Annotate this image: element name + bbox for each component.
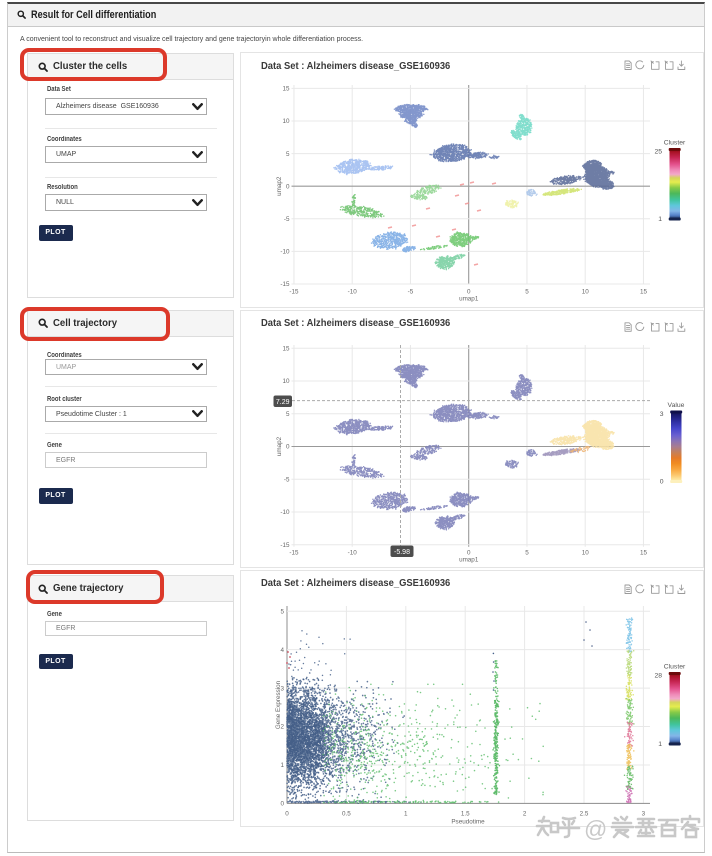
svg-text:-5.98: -5.98 — [394, 549, 410, 556]
svg-text:4: 4 — [280, 647, 284, 654]
svg-text:15: 15 — [640, 550, 648, 557]
svg-text:2: 2 — [523, 810, 527, 817]
svg-text:10: 10 — [282, 118, 290, 125]
svg-text:-5: -5 — [284, 476, 290, 483]
svg-text:5: 5 — [280, 608, 284, 615]
svg-text:Pseudotime: Pseudotime — [451, 819, 485, 826]
svg-text:umap2: umap2 — [276, 436, 283, 456]
svg-text:-5: -5 — [284, 216, 290, 223]
svg-text:1: 1 — [658, 741, 662, 748]
svg-text:7.29: 7.29 — [276, 399, 290, 406]
svg-text:1.5: 1.5 — [461, 810, 470, 817]
svg-text:0: 0 — [286, 444, 290, 451]
svg-text:1: 1 — [404, 810, 408, 817]
svg-text:10: 10 — [282, 378, 290, 385]
svg-text:3: 3 — [642, 810, 646, 817]
svg-text:0.5: 0.5 — [342, 810, 351, 817]
svg-text:3: 3 — [280, 685, 284, 692]
svg-text:-10: -10 — [280, 509, 290, 516]
svg-text:-5: -5 — [408, 289, 414, 296]
svg-text:-15: -15 — [289, 289, 299, 296]
svg-text:0: 0 — [467, 289, 471, 296]
svg-text:umap1: umap1 — [459, 556, 479, 563]
svg-text:10: 10 — [582, 550, 590, 557]
svg-text:15: 15 — [640, 289, 648, 296]
svg-text:umap1: umap1 — [459, 296, 479, 303]
svg-text:3: 3 — [660, 411, 664, 418]
svg-text:25: 25 — [654, 149, 662, 156]
svg-text:28: 28 — [654, 673, 662, 680]
svg-text:0: 0 — [285, 810, 289, 817]
svg-text:15: 15 — [282, 345, 290, 352]
svg-text:-15: -15 — [289, 550, 299, 557]
svg-text:@: @ — [584, 816, 607, 842]
svg-text:Cluster: Cluster — [664, 664, 686, 671]
svg-text:Cluster: Cluster — [664, 140, 686, 147]
svg-text:5: 5 — [286, 151, 290, 158]
svg-text:0: 0 — [280, 801, 284, 808]
svg-text:-15: -15 — [280, 281, 290, 288]
svg-text:2.5: 2.5 — [580, 810, 589, 817]
svg-text:-10: -10 — [348, 550, 358, 557]
svg-text:10: 10 — [582, 289, 590, 296]
svg-text:15: 15 — [282, 86, 290, 93]
svg-text:0: 0 — [660, 479, 664, 486]
svg-text:Gene Expression: Gene Expression — [275, 680, 282, 729]
svg-text:2: 2 — [280, 724, 284, 731]
svg-text:1: 1 — [658, 216, 662, 223]
svg-text:-10: -10 — [348, 289, 358, 296]
svg-text:5: 5 — [286, 411, 290, 418]
svg-text:Value: Value — [668, 402, 685, 409]
svg-text:-15: -15 — [280, 542, 290, 549]
svg-text:5: 5 — [525, 289, 529, 296]
svg-text:5: 5 — [525, 550, 529, 557]
svg-text:0: 0 — [286, 183, 290, 190]
svg-text:-10: -10 — [280, 249, 290, 256]
svg-text:0: 0 — [467, 550, 471, 557]
svg-text:1: 1 — [280, 762, 284, 769]
svg-text:umap2: umap2 — [276, 176, 283, 196]
